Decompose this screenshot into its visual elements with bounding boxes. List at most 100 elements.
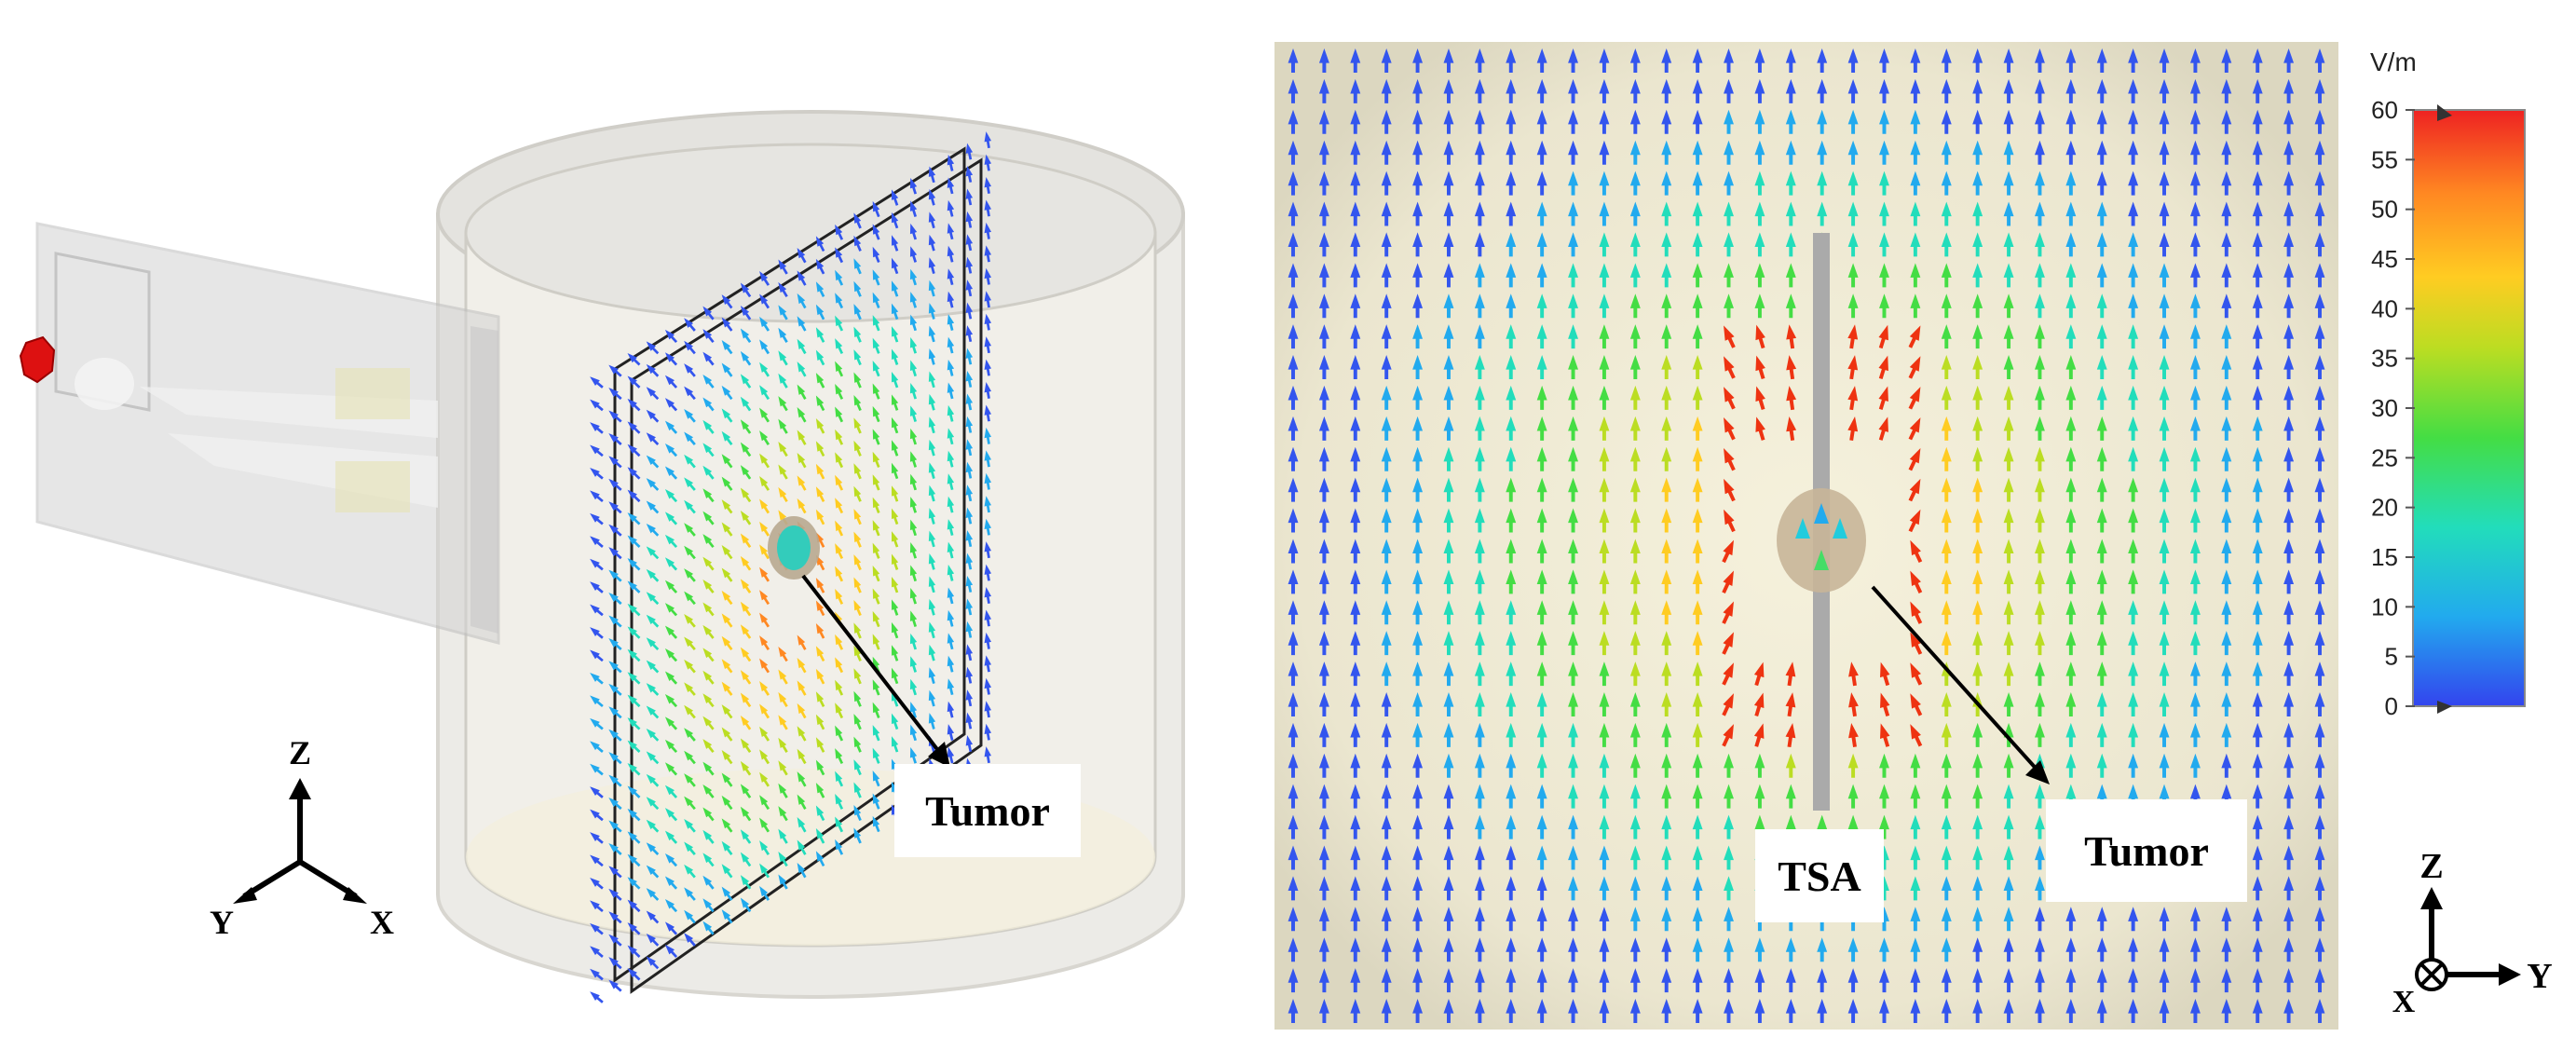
- field-arrow: [1785, 171, 1796, 196]
- field-arrow: [1568, 662, 1579, 687]
- field-arrow: [1629, 845, 1641, 870]
- field-arrow: [1599, 662, 1610, 687]
- field-arrow: [1568, 416, 1579, 441]
- field-arrow: [1879, 109, 1889, 134]
- field-arrow: [608, 410, 622, 423]
- field-arrow: [2252, 937, 2263, 962]
- field-arrow: [1754, 78, 1765, 103]
- field-arrow: [1474, 355, 1485, 380]
- left-tumor-callout: Tumor: [894, 764, 1081, 857]
- field-arrow: [664, 784, 678, 798]
- field-arrow: [872, 702, 880, 718]
- field-arrow: [1443, 416, 1454, 441]
- field-arrow: [1754, 48, 1765, 73]
- antenna-corrugation-lower: [335, 461, 410, 512]
- field-arrow: [1412, 968, 1424, 993]
- field-arrow: [1599, 569, 1610, 594]
- field-arrow: [2065, 691, 2077, 716]
- field-arrow: [1318, 477, 1329, 502]
- field-arrow: [2283, 539, 2295, 564]
- field-arrow: [1288, 109, 1299, 134]
- field-arrow: [1506, 753, 1517, 778]
- field-arrow: [909, 337, 918, 354]
- field-arrow: [1350, 355, 1361, 380]
- field-arrow: [928, 530, 936, 548]
- field-arrow: [909, 223, 918, 240]
- field-arrow: [664, 830, 678, 844]
- field-arrow: [2314, 999, 2325, 1023]
- field-arrow: [909, 587, 918, 605]
- field-arrow: [2159, 631, 2170, 656]
- field-arrow: [2065, 416, 2077, 441]
- field-arrow: [2189, 999, 2201, 1023]
- field-arrow: [1536, 324, 1547, 349]
- field-arrow: [2034, 201, 2045, 226]
- field-arrow: [646, 637, 660, 651]
- field-arrow: [627, 512, 641, 525]
- field-arrow: [684, 568, 696, 582]
- field-arrow: [1412, 845, 1424, 870]
- field-arrow: [965, 735, 974, 753]
- field-arrow: [1847, 293, 1859, 319]
- field-arrow: [1288, 293, 1299, 319]
- field-arrow: [1724, 78, 1734, 103]
- field-arrow: [1879, 201, 1889, 226]
- field-arrow: [702, 624, 715, 639]
- field-arrow: [1908, 325, 1921, 348]
- field-arrow: [1536, 508, 1547, 533]
- field-arrow: [1568, 753, 1579, 778]
- right-axis-z-label: Z: [2419, 847, 2443, 886]
- field-arrow: [1785, 784, 1796, 809]
- field-arrow: [1661, 999, 1672, 1023]
- field-arrow: [2003, 201, 2014, 226]
- field-arrow: [1847, 263, 1859, 288]
- field-arrow: [646, 546, 660, 560]
- field-arrow: [1661, 968, 1672, 993]
- field-arrow: [835, 315, 844, 332]
- field-arrow: [1629, 876, 1641, 901]
- field-arrow: [2096, 999, 2107, 1023]
- field-arrow: [1412, 416, 1424, 441]
- field-arrow: [872, 405, 880, 423]
- left-axis-y-label: Y: [210, 904, 234, 941]
- field-arrow: [740, 897, 752, 913]
- field-arrow: [646, 888, 660, 901]
- field-arrow: [590, 991, 604, 1003]
- field-arrow: [1318, 355, 1329, 380]
- field-arrow: [928, 393, 936, 411]
- field-arrow: [2221, 477, 2232, 502]
- field-arrow: [2065, 232, 2077, 257]
- field-arrow: [2189, 446, 2201, 471]
- field-arrow: [664, 648, 678, 662]
- field-arrow: [627, 945, 641, 959]
- field-arrow: [627, 672, 641, 685]
- field-arrow: [1692, 539, 1703, 564]
- field-arrow: [1972, 508, 1983, 533]
- field-arrow: [947, 678, 955, 696]
- field-arrow: [853, 212, 862, 229]
- field-arrow: [1880, 662, 1890, 687]
- field-arrow: [1754, 171, 1765, 196]
- field-arrow: [1599, 171, 1610, 196]
- field-arrow: [759, 886, 770, 901]
- field-arrow: [1350, 784, 1361, 809]
- field-arrow: [2189, 78, 2201, 103]
- field-arrow: [664, 876, 678, 890]
- field-arrow: [1506, 416, 1517, 441]
- field-arrow: [2283, 416, 2295, 441]
- field-arrow: [2034, 263, 2045, 288]
- field-arrow: [1536, 907, 1547, 932]
- field-arrow: [1941, 140, 1952, 165]
- field-arrow: [984, 382, 992, 399]
- field-arrow: [1536, 691, 1547, 716]
- x-into-page-cross-2: [2419, 962, 2444, 987]
- field-arrow: [590, 695, 604, 708]
- field-arrow: [1381, 446, 1392, 471]
- field-arrow: [1629, 324, 1641, 349]
- field-arrow: [1910, 814, 1921, 839]
- field-arrow: [1350, 293, 1361, 319]
- field-arrow: [835, 794, 844, 810]
- phantom-inner-top: [464, 143, 1157, 323]
- field-arrow: [1847, 232, 1859, 257]
- field-arrow: [853, 235, 862, 252]
